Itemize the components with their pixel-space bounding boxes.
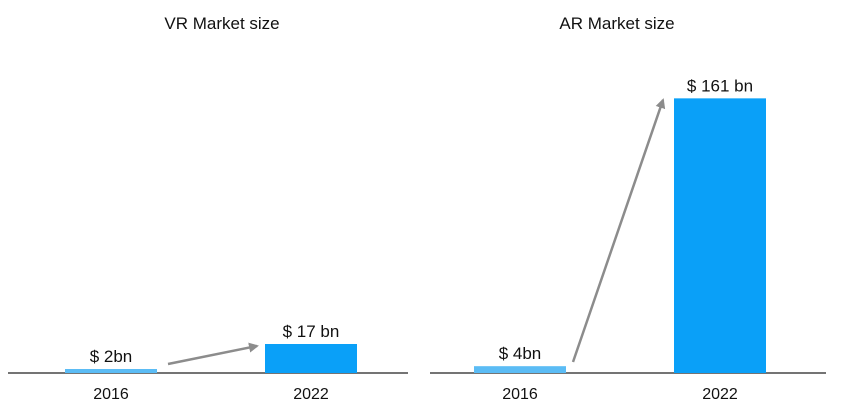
vr-value-label-2022: $ 17 bn (283, 322, 340, 341)
vr-tick-2022: 2022 (293, 386, 329, 403)
vr-value-label-2016: $ 2bn (90, 347, 133, 366)
ar-tick-2022: 2022 (702, 386, 738, 403)
vr-bar-2022 (265, 344, 357, 373)
vr-growth-arrow (168, 346, 257, 364)
ar-chart-title: AR Market size (559, 14, 674, 33)
ar-tick-2016: 2016 (502, 386, 538, 403)
vr-chart: VR Market size $ 2bn $ 17 bn 2016 2022 (8, 14, 408, 403)
ar-value-label-2016: $ 4bn (499, 344, 542, 363)
ar-growth-arrow (573, 100, 663, 362)
vr-chart-title: VR Market size (164, 14, 279, 33)
ar-value-label-2022: $ 161 bn (687, 76, 753, 95)
vr-bar-2016 (65, 369, 157, 373)
ar-bar-2016 (474, 366, 566, 373)
ar-bar-2022 (674, 98, 766, 373)
ar-chart: AR Market size $ 4bn $ 161 bn 2016 2022 (430, 14, 826, 403)
vr-tick-2016: 2016 (93, 386, 129, 403)
